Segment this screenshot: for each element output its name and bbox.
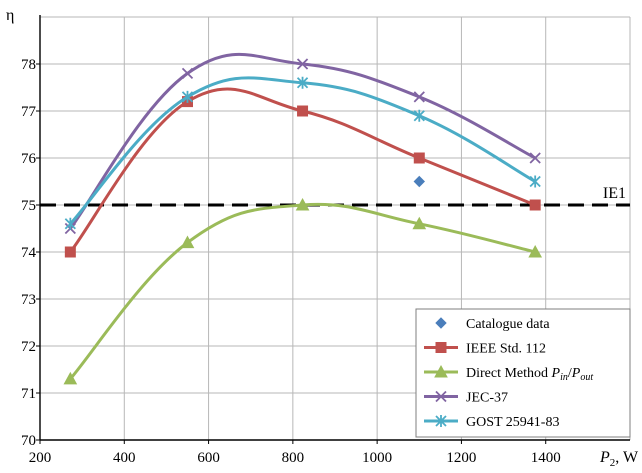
data-point [181, 90, 194, 103]
data-point [296, 58, 309, 70]
legend-item: Catalogue data [435, 317, 550, 332]
legend-label: IEEE Std. 112 [466, 342, 546, 357]
y-tick-label: 71 [21, 386, 36, 402]
ie1-label: IE1 [603, 185, 626, 202]
series-4 [64, 76, 541, 230]
x-tick-label: 600 [197, 450, 220, 466]
legend: Catalogue data IEEE Std. 112 Direct Method… [415, 308, 631, 438]
data-point [297, 105, 309, 117]
legend-label: Catalogue data [466, 317, 550, 332]
series-line [69, 87, 536, 253]
x-tick-label: 400 [113, 450, 136, 466]
data-point [413, 175, 425, 188]
legend-item: JEC-37 [424, 391, 508, 406]
series-0 [413, 175, 425, 188]
axes [36, 15, 630, 444]
series-group [63, 52, 543, 385]
x-tick-label: 1400 [531, 450, 561, 466]
series-line [69, 52, 536, 230]
legend-label: Direct Method Pin/Pout [466, 366, 593, 383]
reference-line-group: IE1 [40, 185, 630, 207]
legend-label: GOST 25941-83 [466, 415, 559, 430]
legend-marker [434, 364, 448, 378]
data-point [64, 217, 76, 230]
data-point [295, 197, 310, 211]
data-point [528, 244, 543, 258]
data-point [296, 76, 309, 89]
series-2 [63, 197, 543, 385]
y-tick-label: 70 [21, 433, 36, 449]
y-tick-labels: 70 71 72 73 74 75 76 77 78 [21, 57, 37, 449]
legend-item: GOST 25941-83 [424, 415, 559, 430]
data-point [413, 152, 425, 164]
legend-label: JEC-37 [466, 391, 508, 406]
y-tick-label: 73 [21, 292, 36, 308]
y-axis-label: η [6, 7, 14, 24]
legend-item: IEEE Std. 112 [424, 342, 546, 357]
data-point [63, 371, 78, 385]
y-tick-label: 72 [21, 339, 36, 355]
series-line [69, 202, 536, 380]
data-point [529, 175, 541, 188]
legend-marker [435, 415, 447, 427]
y-tick-label: 77 [21, 104, 37, 120]
y-tick-label: 78 [21, 57, 36, 73]
data-point [181, 67, 194, 80]
data-point [180, 235, 195, 249]
data-point [413, 109, 425, 122]
y-tick-label: 76 [21, 151, 37, 167]
x-tick-label: 800 [282, 450, 305, 466]
x-tick-label: 200 [29, 450, 52, 466]
legend-marker [435, 342, 447, 353]
x-tick-label: 1000 [362, 450, 392, 466]
series-1 [64, 87, 541, 258]
y-tick-label: 74 [21, 245, 37, 261]
data-point [412, 216, 427, 230]
data-point [64, 246, 76, 258]
x-tick-labels: 200 400 600 800 1000 1200 1400 P2, W [29, 449, 639, 469]
legend-marker [435, 317, 447, 329]
x-axis-label: P2, W [599, 449, 639, 469]
legend-marker [435, 390, 447, 403]
data-point [529, 152, 541, 164]
data-point [413, 91, 425, 103]
data-point [529, 199, 541, 211]
y-tick-label: 75 [21, 198, 36, 214]
x-tick-label: 1200 [446, 450, 476, 466]
